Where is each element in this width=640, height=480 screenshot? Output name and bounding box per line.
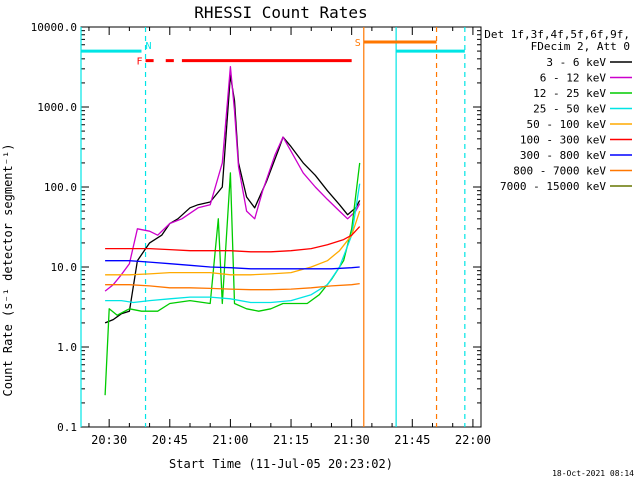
y-tick-label: 10.0: [51, 261, 78, 274]
x-axis-label: Start Time (11-Jul-05 20:23:02): [169, 457, 393, 471]
legend-entry-label: 25 - 50 keV: [533, 103, 606, 116]
y-tick-label: 100.0: [44, 181, 77, 194]
legend-entry-label: 6 - 12 keV: [540, 72, 607, 85]
flag-label: F: [137, 57, 143, 68]
series-line: [105, 226, 361, 253]
y-tick-label: 1.0: [57, 341, 77, 354]
legend-entry-label: 100 - 300 keV: [520, 134, 606, 147]
chart-title: RHESSI Count Rates: [194, 3, 367, 22]
x-tick-label: 21:30: [334, 433, 370, 447]
plot-area: 0.1 1.0 10.0 100.0 1000.0 10000.0 20:30 20:45 21…: [31, 21, 491, 447]
series-line: [105, 260, 360, 270]
x-tick-label: 21:15: [273, 433, 309, 447]
y-tick-label: 10000.0: [31, 21, 77, 34]
y-tick-label: 0.1: [57, 421, 77, 434]
series-line: [105, 183, 361, 304]
x-tick-label: 21:00: [212, 433, 248, 447]
x-tick-label: 20:45: [152, 433, 188, 447]
plot-frame: [80, 26, 482, 428]
series-line: [104, 162, 361, 396]
series-line: [105, 210, 361, 276]
flag-label: N: [145, 41, 151, 52]
series-line: [105, 282, 360, 291]
flag-label: S: [355, 38, 361, 49]
legend-header-line-2: FDecim 2, Att 0: [531, 40, 630, 53]
legend-entry-label: 300 - 800 keV: [520, 149, 606, 162]
y-tick-label: 1000.0: [37, 101, 77, 114]
x-tick-label: 20:30: [91, 433, 127, 447]
x-tick-label: 22:00: [455, 433, 491, 447]
timestamp: 18-Oct-2021 08:14: [552, 469, 634, 478]
legend-entry-label: 800 - 7000 keV: [513, 165, 606, 178]
legend: 3 - 6 keV 6 - 12 keV 12 - 25 keV 25 - 50 ke…: [500, 56, 632, 193]
legend-header-line-1: Det 1f,3f,4f,5f,6f,9f,: [484, 28, 630, 41]
legend-entry-label: 7000 - 15000 keV: [500, 180, 606, 193]
series-line: [104, 65, 361, 292]
y-axis-label: Count Rate (s⁻¹ detector segment⁻¹): [1, 144, 15, 397]
legend-entry-label: 12 - 25 keV: [533, 87, 606, 100]
legend-entry-label: 3 - 6 keV: [546, 56, 606, 69]
legend-entry-label: 50 - 100 keV: [527, 118, 607, 131]
x-tick-label: 21:45: [394, 433, 430, 447]
